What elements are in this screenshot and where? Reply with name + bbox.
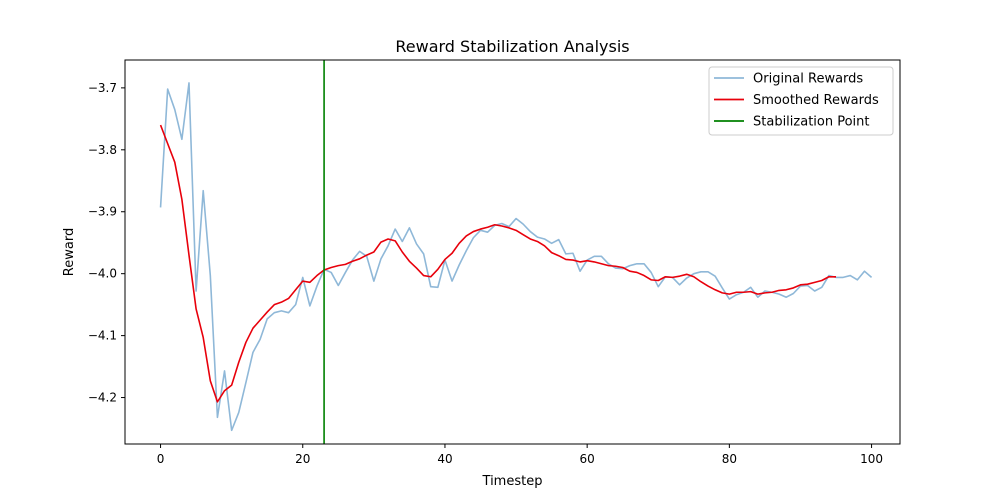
x-tick-label: 20 — [295, 452, 310, 466]
legend: Original Rewards Smoothed Rewards Stabiliz… — [708, 66, 894, 136]
y-axis-label: Reward — [62, 228, 77, 276]
original-rewards-line — [159, 82, 873, 432]
y-tick-label: −3.8 — [88, 143, 117, 157]
chart-title: Reward Stabilization Analysis — [395, 37, 629, 56]
y-axis: −4.2 −4.1 −4.0 −3.9 −3.8 −3.7 — [88, 81, 125, 405]
y-tick-label: −4.1 — [88, 329, 117, 343]
y-tick-label: −3.9 — [88, 205, 117, 219]
x-axis-label: Timestep — [482, 474, 543, 489]
legend-original-rewards-label: Original Rewards — [753, 72, 863, 87]
x-tick-label: 40 — [437, 452, 452, 466]
legend-box — [708, 66, 894, 136]
y-tick-label: −4.0 — [88, 267, 117, 281]
y-tick-label: −3.7 — [88, 81, 117, 95]
plot-area — [159, 60, 873, 444]
x-tick-label: 100 — [860, 452, 883, 466]
legend-smoothed-rewards-label: Smoothed Rewards — [753, 93, 879, 108]
x-tick-label: 80 — [722, 452, 737, 466]
smoothed-rewards-line — [159, 124, 837, 403]
x-axis: 0 20 40 60 80 100 — [157, 444, 883, 466]
legend-stabilization-point-label: Stabilization Point — [753, 115, 870, 130]
y-tick-label: −4.2 — [88, 391, 117, 405]
plot-frame — [124, 59, 901, 445]
x-tick-label: 0 — [157, 452, 165, 466]
x-tick-label: 60 — [580, 452, 595, 466]
